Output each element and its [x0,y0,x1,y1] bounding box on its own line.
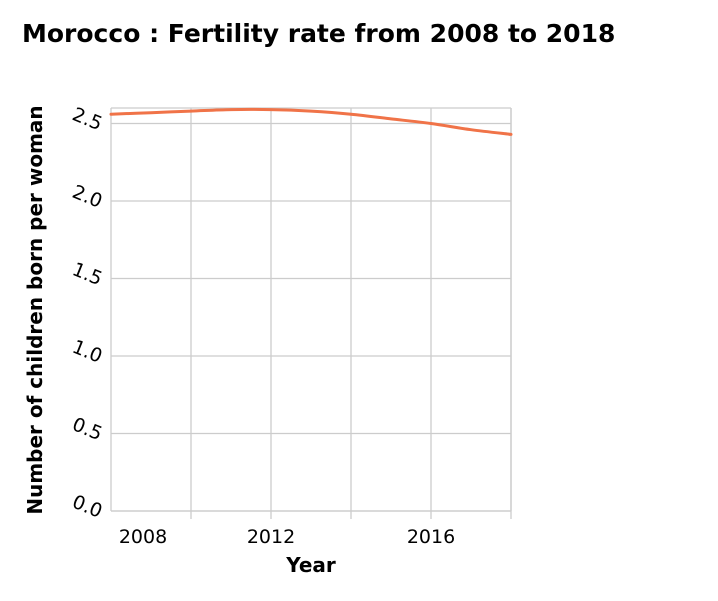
chart-title: Morocco : Fertility rate from 2008 to 20… [22,19,615,48]
series-line-0 [109,107,513,136]
grid-lines [110,107,512,519]
series-layer [109,107,513,136]
x-tick-label-2016: 2016 [407,526,455,548]
x-tick-label-2008: 2008 [119,526,167,548]
y-axis-label: Number of children born per woman [23,105,47,514]
x-axis-label: Year [285,553,336,577]
x-tick-label-2012: 2012 [247,526,295,548]
